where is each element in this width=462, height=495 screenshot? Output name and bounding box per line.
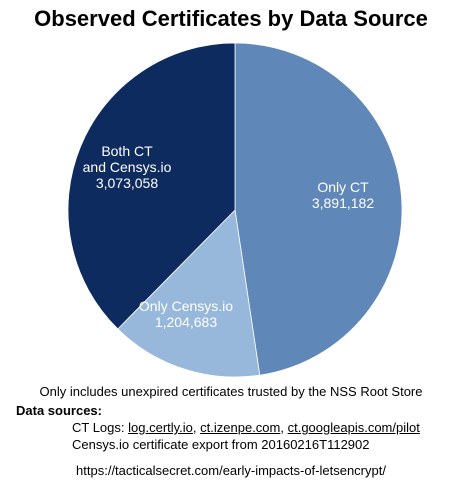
chart-title: Observed Certificates by Data Source — [34, 6, 428, 31]
censys-export-line: Censys.io certificate export from 201602… — [72, 437, 370, 452]
pie-chart: Only CT 3,891,182 Only Censys.io 1,204,683 B… — [67, 42, 403, 378]
link-separator: , — [192, 420, 201, 435]
link-separator: , — [280, 420, 288, 435]
pie-slice-only-censys-io — [117, 209, 261, 378]
ct-logs-prefix: CT Logs: — [72, 420, 129, 435]
chart-note: Only includes unexpired certificates tru… — [39, 384, 423, 399]
ct-logs-line: CT Logs: log.certly.io, ct.izenpe.com, c… — [72, 420, 420, 435]
data-sources-heading: Data sources: — [16, 403, 102, 418]
slice-label-both-ct-and-censys-io: Both CT and Censys.io 3,073,058 — [83, 143, 172, 191]
pie-slice-both-ct-and-censys-io — [67, 42, 236, 330]
link-ct-izenpe[interactable]: ct.izenpe.com — [200, 420, 281, 435]
slice-label-only-censys-io: Only Censys.io 1,204,683 — [139, 298, 233, 330]
link-ct-googleapis-pilot[interactable]: ct.googleapis.com/pilot — [287, 420, 420, 435]
pie-slice-only-ct — [234, 42, 403, 376]
link-log-certly[interactable]: log.certly.io — [128, 420, 193, 435]
footer-url: https://tacticalsecret.com/early-impacts… — [76, 463, 386, 478]
slice-label-only-ct: Only CT 3,891,182 — [312, 179, 374, 211]
